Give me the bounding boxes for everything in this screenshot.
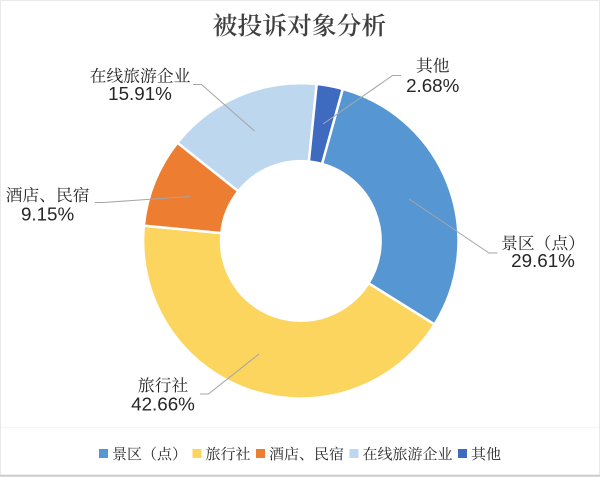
svg-text:9.15%: 9.15% [21, 203, 75, 224]
svg-text:29.61%: 29.61% [511, 250, 575, 271]
svg-text:2.68%: 2.68% [406, 75, 460, 96]
svg-text:15.91%: 15.91% [108, 83, 172, 104]
svg-text:42.66%: 42.66% [131, 393, 195, 414]
